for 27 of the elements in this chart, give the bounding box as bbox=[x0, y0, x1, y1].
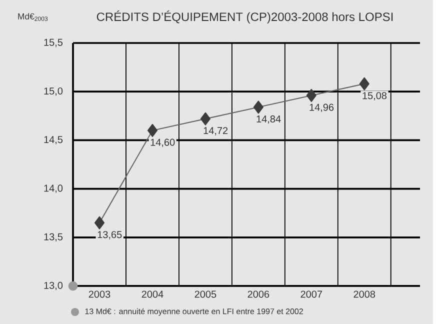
x-tick-label: 2004 bbox=[142, 290, 164, 298]
data-label: 15,08 bbox=[362, 92, 387, 100]
x-tick-label: 2006 bbox=[248, 290, 270, 298]
point bbox=[94, 216, 105, 230]
y-tick-label: 14,5 bbox=[44, 136, 63, 144]
point bbox=[253, 100, 264, 114]
data-label: 14,96 bbox=[310, 104, 334, 112]
data-label: 14,84 bbox=[256, 115, 281, 124]
point bbox=[200, 112, 210, 126]
y-axis-title: Md€$_{2003}$ bbox=[18, 13, 48, 21]
y-tick-label: 13,0 bbox=[44, 282, 63, 290]
data-label: 14,60 bbox=[150, 138, 175, 147]
point bbox=[306, 88, 316, 102]
x-tick-label: 2003 bbox=[88, 290, 110, 298]
x-tick-label: 2008 bbox=[354, 290, 376, 298]
chart-title: CRÉDITS D’ÉQUIPEMENT (CP)2003-2008 hors LOPSI bbox=[96, 10, 393, 24]
x-tick-label: 2007 bbox=[300, 290, 322, 298]
data-label: 13,65 bbox=[98, 231, 122, 240]
y-tick-label: 15,0 bbox=[44, 87, 63, 96]
x-tick-label: 2005 bbox=[194, 290, 216, 298]
point bbox=[359, 77, 370, 90]
point bbox=[147, 124, 158, 138]
data-label: 14,72 bbox=[204, 127, 228, 136]
y-tick-label: 13,5 bbox=[44, 233, 63, 242]
y-tick-label: 14,0 bbox=[44, 184, 63, 193]
text: 13 Md€ : annuité moyenne ouverte en LFI entre 1997 et 2002 bbox=[85, 308, 303, 316]
y-tick-label: 15,5 bbox=[44, 38, 63, 48]
